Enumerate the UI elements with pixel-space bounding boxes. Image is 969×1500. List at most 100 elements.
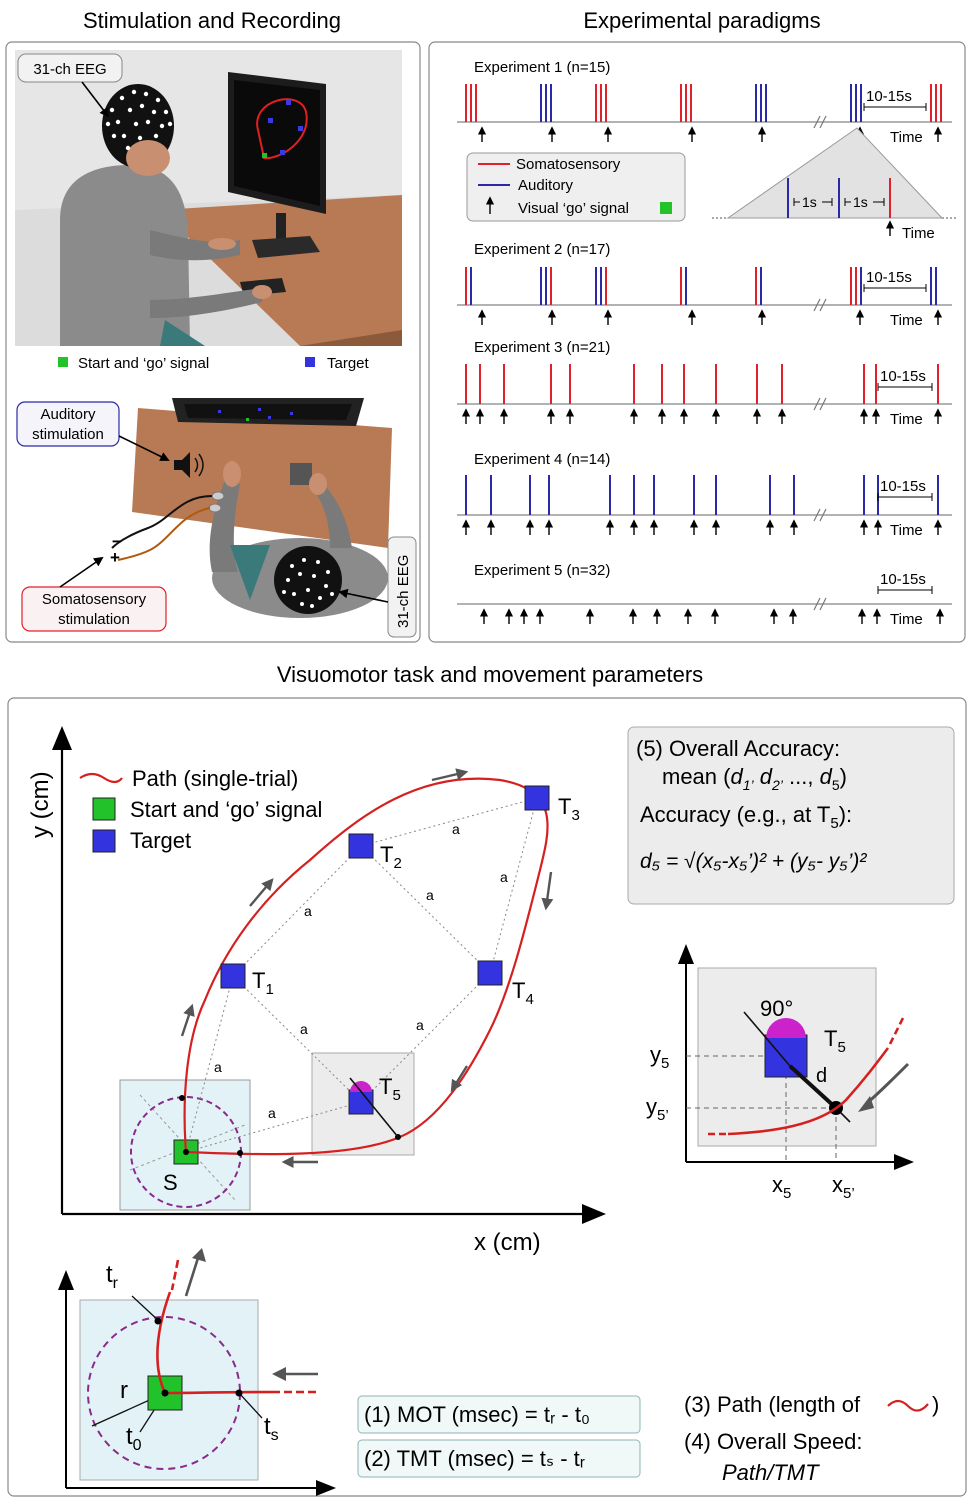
- exp-legend: [466, 152, 686, 222]
- target-t3: [524, 785, 550, 811]
- svg-text:y5’: y5’: [646, 1094, 669, 1124]
- svg-text:d: d: [816, 1065, 827, 1087]
- svg-text:t0: t0: [126, 1423, 142, 1454]
- exp-3-time: Time: [890, 411, 923, 428]
- path-param: (3) Path (length of: [684, 1392, 861, 1417]
- exp-2-label: Experiment 2 (n=17): [474, 241, 610, 258]
- zoom-1s-a: 1s: [802, 194, 817, 210]
- edge-a-6: a: [300, 1021, 308, 1037]
- svg-text:90°: 90°: [760, 996, 793, 1021]
- speaker-icon: [174, 452, 190, 478]
- tmt-box: [357, 1439, 641, 1478]
- legend-visual-label: Visual ‘go’ signal: [518, 200, 629, 217]
- eeg-label: 31-ch EEG: [33, 61, 106, 78]
- exp-4-interval: 10-15s: [880, 478, 926, 495]
- speed-line1: (4) Overall Speed:: [684, 1429, 863, 1454]
- accuracy-box: [627, 726, 955, 905]
- visuo-title: Visuomotor task and movement parameters: [277, 662, 703, 687]
- visuo-panel: [7, 697, 967, 1497]
- start-label: S: [163, 1170, 178, 1195]
- exp-1-break-a: [813, 115, 821, 129]
- mot-formula: (1) MOT (msec) = tᵣ - t₀: [364, 1402, 590, 1427]
- t2-label: T2: [380, 842, 402, 872]
- exp-1-break-b: [819, 115, 827, 129]
- exp-4-time: Time: [890, 522, 923, 539]
- exp-panel: [428, 41, 966, 643]
- auditory-label-1: Auditory: [40, 406, 96, 423]
- acc-line2: mean (d1’ d2’ ..., d5): [662, 764, 847, 793]
- exp-3-interval: 10-15s: [880, 368, 926, 385]
- stim-scene-top: 31-ch EEG: [15, 50, 402, 346]
- eeg-vertical-label: 31-ch EEG: [395, 555, 412, 628]
- legend-target-square: [305, 357, 315, 367]
- exp-1-interval: 10-15s: [866, 88, 912, 105]
- exp-2-break-b: [819, 298, 827, 312]
- exp-4-label: Experiment 4 (n=14): [474, 451, 610, 468]
- legend-start-square: [58, 357, 68, 367]
- exp-5-label: Experiment 5 (n=32): [474, 562, 610, 579]
- exp-5-time: Time: [890, 611, 923, 628]
- zoom-1s-b: 1s: [853, 194, 868, 210]
- edge-a-8: a: [268, 1105, 276, 1121]
- path-param-icon: [887, 1399, 929, 1412]
- auditory-callout: [16, 401, 120, 447]
- acc-line3: Accuracy (e.g., at T5):: [640, 802, 852, 832]
- zoom-triangle: [726, 127, 944, 219]
- exp-1-time: Time: [890, 129, 923, 146]
- eeg-cap-top: [274, 546, 342, 614]
- exp-3-break-b: [819, 397, 827, 411]
- stim-panel: [5, 41, 421, 643]
- accuracy-inset: 90° T5 d y5 y5’ x5 x5’: [646, 944, 914, 1202]
- svg-text:x5: x5: [772, 1172, 791, 1202]
- tmt-formula: (2) TMT (msec) = tₛ - tᵣ: [364, 1446, 585, 1471]
- legend-target-box: [92, 829, 116, 853]
- somato-label-1: Somatosensory: [42, 591, 147, 608]
- experiments: Experiment 1 (n=15) 10-15s Time Experiment …: [457, 59, 952, 628]
- edge-a-4: a: [500, 869, 508, 885]
- legend-target-text: Target: [130, 828, 191, 853]
- speed-line2: Path/TMT: [722, 1460, 820, 1485]
- svg-text:r: r: [120, 1377, 128, 1404]
- svg-text:x5’: x5’: [832, 1172, 855, 1202]
- target-t4: [477, 960, 503, 986]
- exp-4-break-b: [819, 508, 827, 522]
- t3-label: T3: [558, 794, 580, 824]
- exp-2-interval: 10-15s: [866, 269, 912, 286]
- desk-topview: [132, 408, 392, 548]
- svg-text:y5: y5: [650, 1042, 669, 1072]
- legend-start-text: Start and ‘go’ signal: [130, 797, 322, 822]
- svg-text:T5: T5: [824, 1026, 846, 1056]
- legend-target-label: Target: [327, 355, 370, 372]
- path-param-end: ): [932, 1392, 939, 1417]
- target-t1: [220, 963, 246, 989]
- edge-a-7: a: [416, 1017, 424, 1033]
- exp-4-break-a: [813, 508, 821, 522]
- stim-title: Stimulation and Recording: [83, 8, 341, 33]
- exp-3-break-a: [813, 397, 821, 411]
- legend-start-label: Start and ‘go’ signal: [78, 355, 209, 372]
- zoom-time: Time: [902, 225, 935, 242]
- movement-inset: tr r t0 ts: [58, 1248, 336, 1496]
- acc-formula: d₅ = √(x₅-x₅’)² + (y₅- y₅’)²: [640, 850, 867, 873]
- target-t2: [348, 833, 374, 859]
- legend-path-line: [79, 772, 123, 784]
- legend-auditory-label: Auditory: [518, 177, 574, 194]
- exp-5-break-b: [819, 597, 827, 611]
- exp-3-label: Experiment 3 (n=21): [474, 339, 610, 356]
- t5-label: T5: [379, 1074, 401, 1104]
- exp-5-break-a: [813, 597, 821, 611]
- visuo-main: y (cm) x (cm) S a a a a a a a a: [27, 726, 606, 1256]
- t1-label: T1: [252, 968, 274, 998]
- plus-sign: +: [110, 548, 120, 567]
- exp-2-time: Time: [890, 312, 923, 329]
- somato-callout: [21, 586, 167, 632]
- stim-scene-bottom: − +: [110, 398, 392, 618]
- legend-visual-square: [660, 202, 672, 214]
- t4-label: T4: [512, 978, 534, 1008]
- legend-somato-label: Somatosensory: [516, 156, 621, 173]
- edge-a-1: a: [214, 1059, 222, 1075]
- auditory-label-2: stimulation: [32, 426, 104, 443]
- touch-pad: [290, 463, 312, 485]
- eeg-callout-vertical: [387, 536, 417, 638]
